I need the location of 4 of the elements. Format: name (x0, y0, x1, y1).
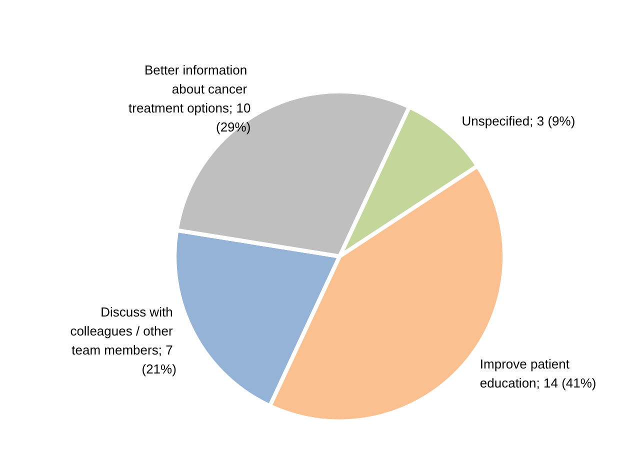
slice-label: Unspecified; 3 (9%) (462, 114, 576, 129)
slice-label: Better information about cancer treatment options; 10 (29%) (128, 62, 251, 134)
slice-label: Improve patient education; 14 (41%) (480, 356, 596, 391)
slice-label: Discuss with colleagues / other team members; 7 (21%) (70, 304, 176, 376)
